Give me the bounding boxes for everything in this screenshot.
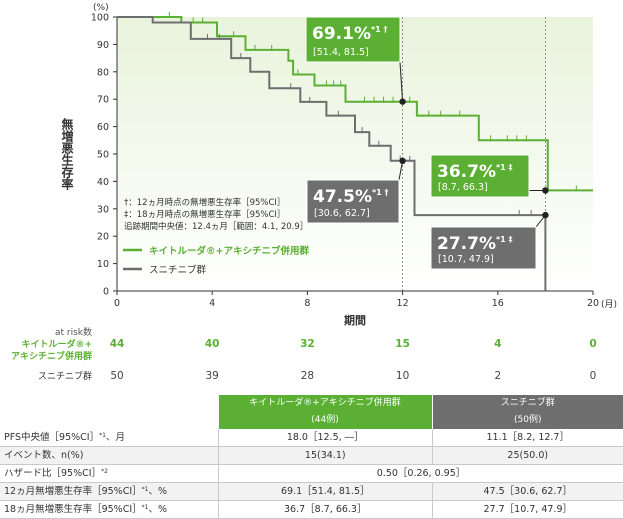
- y-axis-label: 無増悪生存率: [60, 117, 74, 191]
- at-risk-keytruda-value: 4: [494, 338, 501, 350]
- row-label: 12ヵ月無増悪生存率［95%CI］*1、%: [0, 483, 219, 501]
- header-blank: [0, 395, 219, 429]
- x-tick-label: 20: [587, 298, 599, 309]
- cell-keytruda: 15(34.1): [219, 447, 433, 465]
- at-risk-sunitinib-value: 39: [206, 370, 219, 382]
- table-row: イベント数、n(%) 15(34.1) 25(50.0): [0, 447, 623, 465]
- y-unit: (%): [93, 3, 109, 13]
- at-risk-keytruda-label-2: アキシチニブ併用群: [11, 350, 92, 362]
- row-label: ハザード比［95%CI］*2: [0, 465, 219, 483]
- cell-sunitinib: 47.5［30.6, 62.7］: [432, 483, 623, 501]
- row-label: PFS中央値［95%CI］*1、月: [0, 429, 219, 447]
- y-tick-label: 10: [97, 259, 109, 270]
- annotation-ci: [51.4, 81.5]: [313, 47, 369, 58]
- cell-merged: 0.50［0.26, 0.95］: [219, 465, 623, 483]
- table-row: PFS中央値［95%CI］*1、月 18.0［12.5, ―］ 11.1［8.2…: [0, 429, 623, 447]
- at-risk-keytruda-value: 40: [205, 338, 220, 350]
- at-risk-sunitinib-value: 50: [110, 370, 123, 382]
- table-row: ハザード比［95%CI］*2 0.50［0.26, 0.95］: [0, 465, 623, 483]
- at-risk-keytruda-value: 32: [300, 338, 315, 350]
- x-tick-label: 0: [114, 298, 120, 309]
- header-keytruda-n: (44例): [311, 415, 338, 425]
- y-tick-label: 90: [97, 40, 109, 51]
- y-tick-label: 0: [103, 287, 109, 298]
- cell-sunitinib: 11.1［8.2, 12.7］: [432, 429, 623, 447]
- x-tick-label: 16: [492, 298, 504, 309]
- x-tick-label: 12: [397, 298, 409, 309]
- annotation-point: [542, 212, 548, 218]
- legend-sunitinib-label: スニチニブ群: [149, 264, 207, 276]
- y-tick-label: 40: [97, 177, 109, 188]
- header-keytruda: キイトルーダ®+アキシチニブ併用群 (44例): [219, 395, 433, 429]
- y-tick-label: 50: [97, 150, 109, 161]
- x-axis-label: 期間: [344, 313, 366, 327]
- annotation-ci: [8.7, 66.3]: [438, 182, 488, 193]
- annotation-ci: [10.7, 47.9]: [438, 254, 494, 265]
- table-header-row: キイトルーダ®+アキシチニブ併用群 (44例) スニチニブ群 (50例): [0, 395, 623, 429]
- annotation-ci: [30.6, 62.7]: [314, 208, 370, 219]
- header-sunitinib-n: (50例): [514, 415, 541, 425]
- y-tick-label: 80: [97, 67, 109, 78]
- legend-keytruda-label: キイトルーダ®+アキシチニブ併用群: [149, 245, 309, 257]
- cell-keytruda: 69.1［51.4, 81.5］: [219, 483, 433, 501]
- header-keytruda-name: キイトルーダ®+アキシチニブ併用群: [249, 398, 401, 408]
- note-ddagger: ‡：18ヵ月時点の無増悪生存率［95%CI］: [124, 209, 285, 220]
- y-tick-label: 70: [97, 95, 109, 106]
- y-tick-label: 20: [97, 232, 109, 243]
- cell-sunitinib: 25(50.0): [432, 447, 623, 465]
- y-tick-label: 30: [97, 204, 109, 215]
- x-tick-label: 8: [304, 298, 310, 309]
- at-risk-sunitinib-value: 10: [396, 370, 409, 382]
- y-tick-label: 100: [91, 13, 109, 24]
- table-row: 12ヵ月無増悪生存率［95%CI］*1、% 69.1［51.4, 81.5］ 4…: [0, 483, 623, 501]
- header-sunitinib: スニチニブ群 (50例): [432, 395, 623, 429]
- at-risk-sunitinib-label: スニチニブ群: [38, 370, 92, 382]
- at-risk-sunitinib-value: 2: [494, 370, 501, 382]
- x-unit: (月): [601, 299, 617, 310]
- y-tick-label: 60: [97, 122, 109, 133]
- at-risk-sunitinib-value: 0: [590, 370, 597, 382]
- at-risk-keytruda-label-1: キイトルーダ®+: [21, 338, 92, 350]
- at-risk-sunitinib-value: 28: [301, 370, 314, 382]
- at-risk-keytruda-value: 0: [589, 338, 596, 350]
- note-dagger: †：12ヵ月時点の無増悪生存率［95%CI］: [124, 197, 285, 208]
- annotation-point: [542, 187, 548, 193]
- summary-table: キイトルーダ®+アキシチニブ併用群 (44例) スニチニブ群 (50例) PFS…: [0, 395, 623, 519]
- row-label: イベント数、n(%): [0, 447, 219, 465]
- at-risk-title: at risk数: [55, 326, 92, 338]
- at-risk-keytruda-value: 44: [110, 338, 125, 350]
- annotation-point: [399, 98, 405, 104]
- x-tick-label: 4: [209, 298, 215, 309]
- cell-keytruda: 18.0［12.5, ―］: [219, 429, 433, 447]
- header-sunitinib-name: スニチニブ群: [501, 398, 555, 408]
- annotation-point: [399, 158, 405, 164]
- note-followup: 追跡期間中央値：12.4ヵ月［範囲：4.1, 20.9］: [124, 221, 308, 232]
- at-risk-keytruda-value: 15: [395, 338, 410, 350]
